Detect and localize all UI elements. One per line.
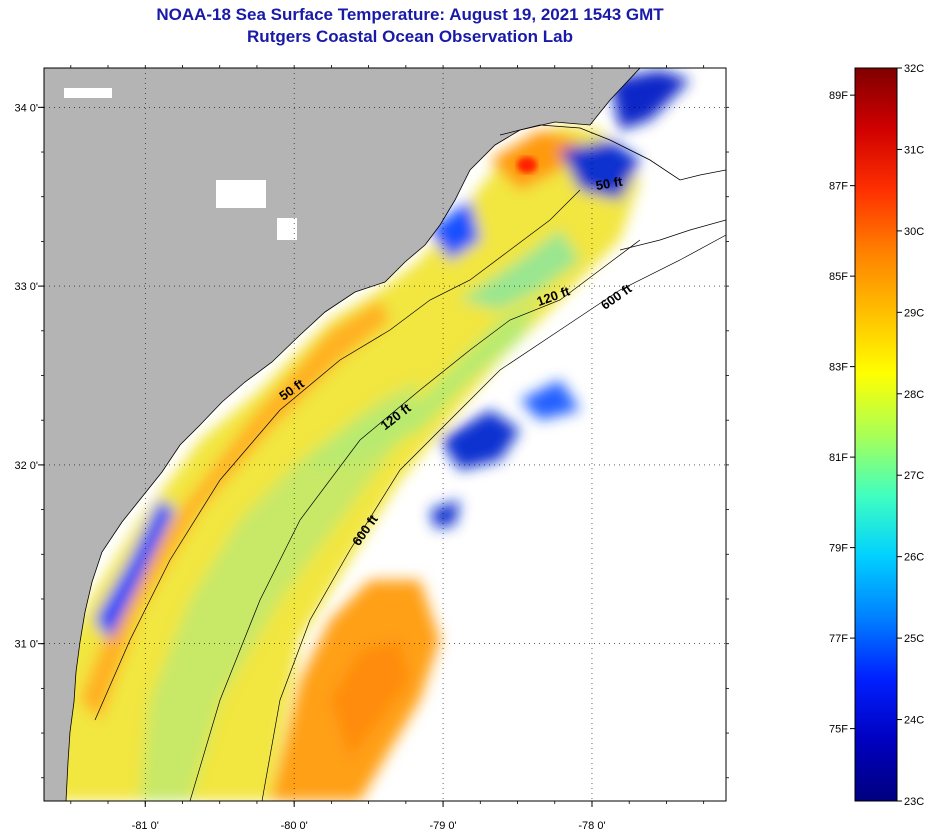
land-mass [44,68,641,801]
celsius-label: 30C [904,226,924,238]
map-frame [43,67,727,802]
lat-tick-label: 33 0' [14,281,38,293]
colorbar-ramp [854,67,898,802]
lon-tick-label: -81 0' [132,820,159,832]
title-line1: NOAA-18 Sea Surface Temperature: August … [156,5,664,24]
contour-50ft [94,189,581,721]
sst-field [44,70,690,801]
colorbar: 32C 31C 30C 29C 28C 27C 26C 25C 24C 23C 89F 87F 85F 8… [829,63,924,808]
speck [216,180,266,208]
map-axes: -81 0' -80 0' -79 0' -78 0' 34 0' 33 0' 32 0' 3… [14,65,729,832]
lat-tick-label: 31 0' [14,639,38,651]
fahrenheit-label: 77F [829,633,848,645]
lat-tick-label: 34 0' [14,102,38,114]
celsius-label: 29C [904,307,924,319]
coastline-cape [619,219,726,251]
colorbar-labels: 32C 31C 30C 29C 28C 27C 26C 25C 24C 23C 89F 87F 85F 8… [829,63,924,808]
contour-120ft [189,239,641,801]
celsius-label: 31C [904,144,924,156]
fahrenheit-label: 79F [829,543,848,555]
celsius-label: 32C [904,63,924,75]
celsius-label: 28C [904,389,924,401]
fahrenheit-label: 85F [829,271,848,283]
lat-tick-label: 32 0' [14,460,38,472]
celsius-label: 27C [904,470,924,482]
contour-label: 50 ft [595,174,625,194]
lon-tick-label: -80 0' [281,820,308,832]
celsius-label: 25C [904,633,924,645]
speck [277,218,297,240]
lon-tick-label: -78 0' [578,820,605,832]
fahrenheit-label: 89F [829,90,848,102]
title-line2: Rutgers Coastal Ocean Observation Lab [247,27,573,46]
fahrenheit-label: 83F [829,362,848,374]
celsius-label: 24C [904,715,924,727]
fahrenheit-label: 75F [829,724,848,736]
fahrenheit-label: 87F [829,181,848,193]
hot-spot [517,157,537,173]
speck [64,88,112,98]
contour-600ft [261,234,726,801]
celsius-label: 23C [904,796,924,808]
coastline-north [499,124,726,181]
celsius-label: 26C [904,552,924,564]
graticule [44,68,726,801]
lon-tick-label: -79 0' [429,820,456,832]
fahrenheit-label: 81F [829,452,848,464]
